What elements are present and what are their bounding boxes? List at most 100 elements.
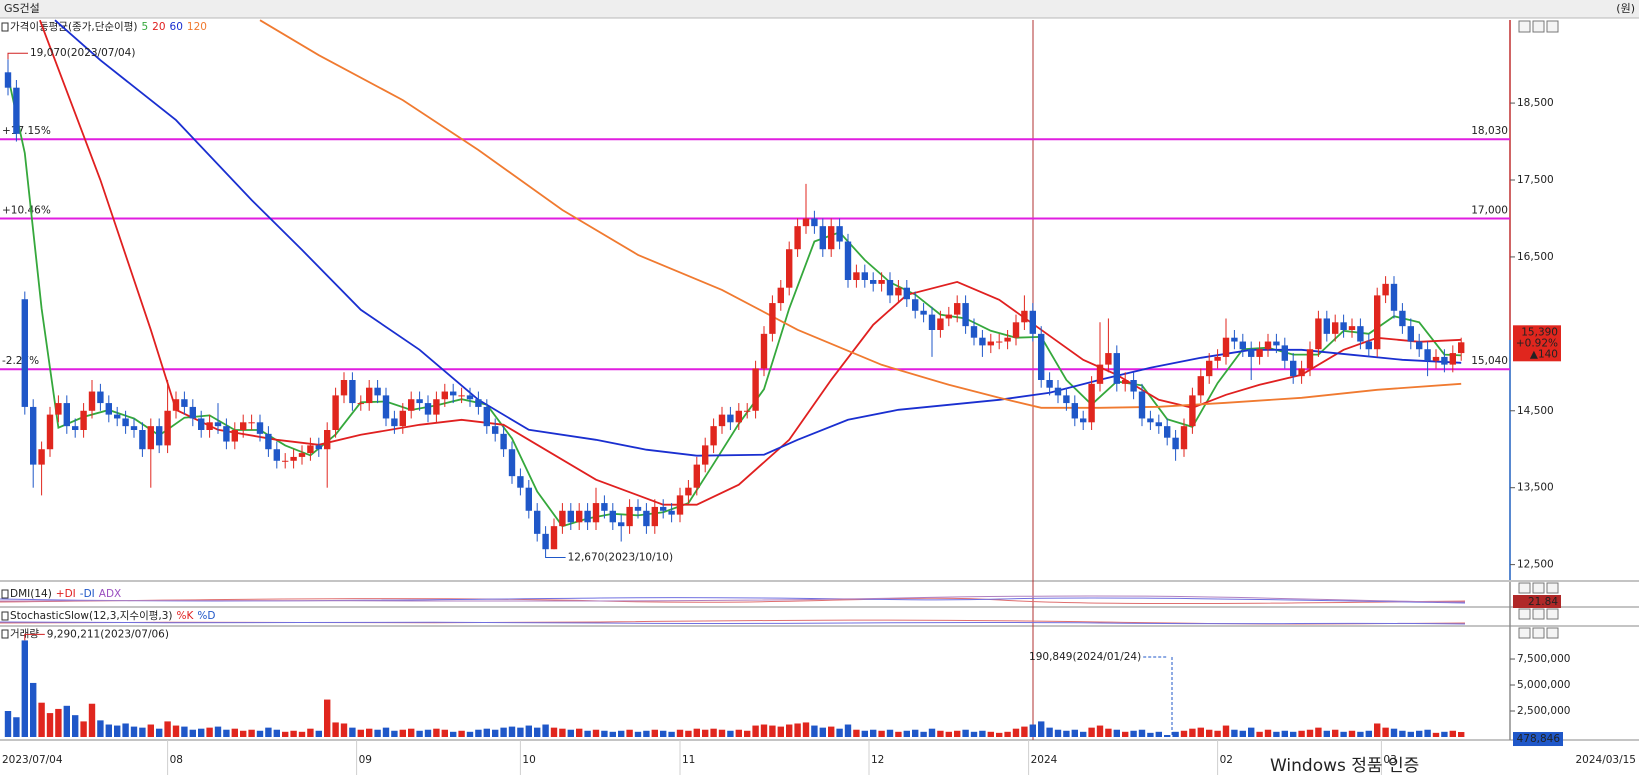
candle-body <box>895 287 902 296</box>
button[interactable] <box>1532 608 1545 620</box>
volume-bar <box>1340 731 1347 737</box>
candle-body <box>1407 326 1414 342</box>
volume-bar <box>576 728 583 737</box>
candle-body <box>156 426 163 446</box>
y-tick-label: 17,500 <box>1517 174 1554 186</box>
button[interactable] <box>1532 20 1545 33</box>
volume-bar <box>1113 729 1120 737</box>
candle-body <box>38 449 45 465</box>
volume-bar <box>660 730 667 737</box>
button[interactable] <box>1546 20 1559 33</box>
volume-bar <box>1290 731 1297 737</box>
volume-bar <box>878 730 885 737</box>
candle-body <box>114 414 121 419</box>
candle-body <box>634 506 642 511</box>
candle-body <box>1063 395 1070 404</box>
candle-body <box>1348 326 1356 330</box>
legend-entry: 60 <box>170 21 183 33</box>
volume-bar <box>450 731 457 737</box>
volume-bar <box>332 722 339 737</box>
volume-bar <box>920 731 927 737</box>
indicator-title: StochasticSlow(12,3,지수이평,3) <box>10 610 173 622</box>
candle-body <box>853 272 860 280</box>
candle-body <box>928 314 936 330</box>
candle-body <box>1147 418 1154 423</box>
button[interactable] <box>1518 627 1531 639</box>
button[interactable] <box>1518 582 1531 594</box>
indicator-trace <box>0 595 1466 603</box>
candle-body <box>483 406 490 427</box>
volume-bar <box>1323 730 1330 737</box>
annotation: 12,670(2023/10/10) <box>568 552 673 564</box>
volume-bar <box>475 729 482 737</box>
volume-bar <box>1298 730 1305 737</box>
candle-body <box>676 495 684 515</box>
volume-bar <box>1029 724 1036 737</box>
candle-body <box>492 426 499 434</box>
volume-bar <box>752 725 759 737</box>
last-volume: 478,846 <box>1517 733 1561 745</box>
candle-body <box>1172 437 1179 450</box>
candle-body <box>802 218 810 227</box>
candle-body <box>1231 337 1238 342</box>
volume-bar <box>1273 731 1280 737</box>
candle-body <box>861 272 868 280</box>
volume-bar <box>130 726 138 737</box>
volume-bar <box>366 728 373 737</box>
candle-body <box>13 87 20 134</box>
button[interactable] <box>1518 608 1531 620</box>
volume-bar <box>340 723 348 737</box>
candle-body <box>1382 283 1389 296</box>
button[interactable] <box>1546 627 1559 639</box>
candle-body <box>298 453 306 457</box>
volume-bar <box>727 730 734 737</box>
candle-body <box>828 226 835 250</box>
button[interactable] <box>1518 20 1531 33</box>
panel-buttons[interactable] <box>1518 20 1559 639</box>
button[interactable] <box>1546 582 1559 594</box>
volume-bar <box>1348 730 1356 737</box>
x-tick-label: 2024 <box>1031 754 1058 766</box>
volume-bar <box>592 729 600 737</box>
volume-bar <box>1306 729 1314 737</box>
volume-bar <box>433 728 440 737</box>
volume-bar <box>382 727 390 737</box>
volume-bar <box>282 731 289 737</box>
candle-body <box>1222 337 1230 357</box>
button[interactable] <box>1532 627 1545 639</box>
candle-body <box>1206 360 1213 377</box>
volume-bar <box>634 731 642 737</box>
x-tick-label: 11 <box>682 754 695 766</box>
candle-body <box>1273 341 1280 346</box>
candle-body <box>307 445 314 454</box>
candle-body <box>340 380 348 396</box>
volume-bar <box>1021 726 1028 737</box>
annotation: 19,070(2023/07/04) <box>30 47 135 59</box>
candle-body <box>912 299 919 311</box>
last-price: 15,390 <box>1521 326 1558 338</box>
volume-bar <box>307 728 314 737</box>
level-pct: +10.46% <box>2 204 51 216</box>
volume-bar <box>391 730 398 737</box>
button[interactable] <box>1532 582 1545 594</box>
candle-body <box>508 449 516 477</box>
candle-body <box>836 226 843 242</box>
candle-body <box>214 422 222 427</box>
legend-entry: 120 <box>187 21 207 33</box>
volume-bar <box>1147 732 1154 737</box>
level-pct: -2.27% <box>2 355 39 367</box>
button[interactable] <box>1546 608 1559 620</box>
candle-body <box>517 476 524 488</box>
candle-body <box>424 403 432 415</box>
volume-bar <box>273 729 280 737</box>
volume-bar <box>542 724 549 737</box>
volume-bar <box>1416 730 1423 737</box>
candle-body <box>752 368 759 411</box>
candle-body <box>1138 391 1146 419</box>
candle-body <box>198 418 205 430</box>
volume-bar <box>903 730 910 737</box>
volume-bar <box>584 730 591 737</box>
candle-body <box>844 241 852 280</box>
candle-body <box>273 449 280 461</box>
